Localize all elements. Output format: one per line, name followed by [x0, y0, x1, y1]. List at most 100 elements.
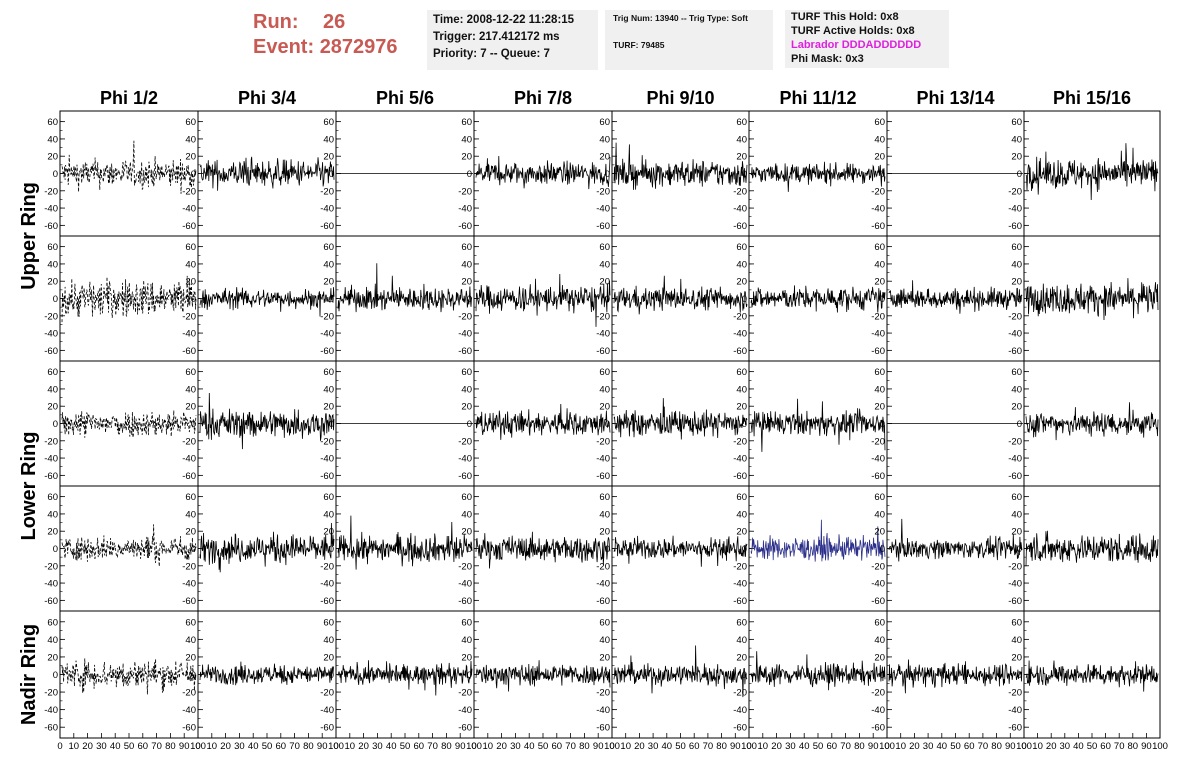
y-tick-label: 20: [461, 652, 472, 663]
waveform-trace-r4-c4: [475, 531, 611, 569]
waveform-trace-r3-c1: [61, 410, 197, 438]
waveform-trace-r3-c8: [1025, 402, 1159, 441]
y-tick-label: 60: [1011, 367, 1022, 378]
y-tick-label: 40: [185, 635, 196, 646]
y-tick-label: -60: [871, 596, 885, 607]
y-tick-label: -60: [871, 346, 885, 357]
waveform-trace-r4-c3: [337, 515, 473, 570]
y-tick-label: 20: [736, 277, 747, 288]
y-tick-label: 60: [461, 242, 472, 253]
x-tick-label: 70: [289, 741, 300, 752]
y-tick-label: -20: [871, 311, 885, 322]
y-tick-label: -40: [871, 204, 885, 215]
y-tick-label: -20: [182, 186, 196, 197]
y-tick-label: 0: [329, 544, 334, 555]
y-tick-label: 20: [47, 277, 58, 288]
y-tick-label: 40: [1011, 635, 1022, 646]
y-tick-label: -40: [320, 579, 334, 590]
y-tick-label: 0: [53, 670, 58, 681]
y-tick-label: -60: [1008, 221, 1022, 232]
x-tick-label: 30: [1060, 741, 1071, 752]
y-tick-label: 60: [185, 117, 196, 128]
y-tick-label: 20: [736, 652, 747, 663]
x-tick-label: 40: [386, 741, 397, 752]
waveform-trace-r1-c5: [613, 142, 748, 190]
x-tick-label: 0: [746, 741, 751, 752]
y-tick-label: -40: [182, 454, 196, 465]
waveform-trace-r5-c5: [613, 645, 748, 698]
y-tick-label: 40: [736, 384, 747, 395]
trigger-text: Trigger: 217.412172 ms: [433, 31, 560, 43]
y-tick-label: 60: [736, 367, 747, 378]
x-tick-label: 100: [328, 741, 344, 752]
column-header-3: Phi 5/6: [376, 88, 434, 108]
y-tick-label: -40: [458, 579, 472, 590]
y-tick-label: 60: [185, 242, 196, 253]
y-tick-label: 40: [599, 635, 610, 646]
waveform-trace-r3-c6: [750, 398, 886, 452]
y-tick-label: 60: [461, 367, 472, 378]
y-tick-label: -40: [44, 454, 58, 465]
y-tick-label: 0: [605, 544, 610, 555]
turf-hold-info-box: TURF This Hold: 0x8 TURF Active Holds: 0…: [785, 10, 949, 68]
y-tick-label: -20: [871, 186, 885, 197]
y-tick-label: 0: [880, 169, 885, 180]
y-tick-label: -60: [44, 596, 58, 607]
waveform-trace-r4-c2: [199, 522, 335, 573]
ring-label-2: Lower Ring: [18, 432, 40, 541]
y-tick-label: 20: [736, 402, 747, 413]
y-tick-label: -40: [182, 204, 196, 215]
run-event-display: Run: 26 Event: 2872976: [253, 10, 398, 60]
y-tick-label: -20: [182, 688, 196, 699]
y-tick-label: 60: [323, 117, 334, 128]
run-value: 26: [323, 11, 346, 33]
y-tick-label: 0: [467, 169, 472, 180]
y-tick-label: -20: [1008, 436, 1022, 447]
labrador-text: Labrador DDDADDDDDD: [791, 39, 922, 51]
x-tick-label: 20: [909, 741, 920, 752]
y-tick-label: 40: [323, 384, 334, 395]
y-tick-label: 40: [874, 384, 885, 395]
y-tick-label: 0: [329, 670, 334, 681]
y-tick-label: -20: [320, 186, 334, 197]
trig-num-info-box: Trig Num: 13940 -- Trig Type: Soft TURF:…: [605, 10, 773, 70]
y-tick-label: 20: [185, 402, 196, 413]
y-tick-label: -60: [871, 723, 885, 734]
x-tick-label: 70: [1114, 741, 1125, 752]
y-tick-label: 60: [874, 492, 885, 503]
y-tick-label: 60: [599, 492, 610, 503]
y-tick-label: 0: [1017, 294, 1022, 305]
y-tick-label: 60: [599, 242, 610, 253]
trig-num-text: Trig Num: 13940 -- Trig Type: Soft: [613, 13, 748, 23]
waveform-trace-r4-c8: [1025, 530, 1159, 567]
x-tick-label: 80: [579, 741, 590, 752]
x-tick-label: 20: [82, 741, 93, 752]
y-tick-label: 40: [185, 509, 196, 520]
phi-mask-text: Phi Mask: 0x3: [791, 53, 864, 65]
y-tick-label: 20: [599, 652, 610, 663]
priority-text: Priority: 7 -- Queue: 7: [433, 48, 550, 60]
y-tick-label: 40: [1011, 259, 1022, 270]
y-tick-label: 60: [323, 367, 334, 378]
y-tick-label: 40: [874, 134, 885, 145]
x-tick-label: 80: [441, 741, 452, 752]
y-tick-label: 0: [605, 419, 610, 430]
y-tick-label: -60: [44, 723, 58, 734]
event-value: 2872976: [319, 36, 398, 58]
x-tick-label: 20: [1046, 741, 1057, 752]
y-tick-label: 60: [736, 117, 747, 128]
waveform-trace-r3-c2: [199, 392, 335, 450]
column-header-8: Phi 15/16: [1053, 88, 1131, 108]
x-tick-label: 30: [96, 741, 107, 752]
y-tick-label: -60: [458, 596, 472, 607]
y-tick-label: -60: [1008, 596, 1022, 607]
waveform-trace-r5-c8: [1025, 660, 1159, 692]
y-tick-label: 60: [736, 492, 747, 503]
x-tick-label: 50: [675, 741, 686, 752]
y-tick-label: -20: [596, 186, 610, 197]
y-tick-label: -20: [458, 186, 472, 197]
y-tick-label: -60: [44, 221, 58, 232]
y-tick-label: -40: [596, 329, 610, 340]
time-text: Time: 2008-12-22 11:28:15: [433, 14, 575, 26]
x-tick-label: 0: [609, 741, 614, 752]
